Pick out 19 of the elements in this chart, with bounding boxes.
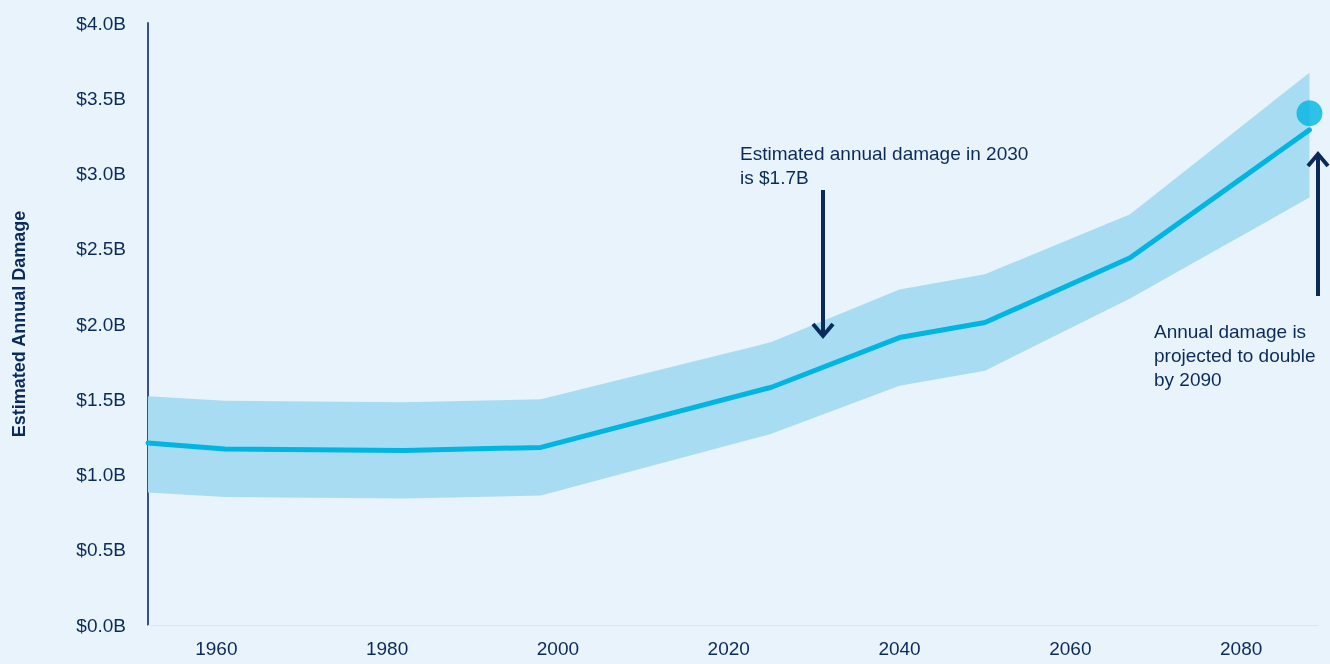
y-tick-label: $4.0B: [76, 12, 126, 34]
y-tick-label: $2.0B: [76, 313, 126, 335]
x-tick-label: 1980: [365, 638, 409, 659]
x-tick-label: 2080: [1220, 638, 1263, 659]
x-tick-label: 2000: [536, 638, 580, 659]
y-axis-title: Estimated Annual Damage: [9, 210, 29, 438]
x-tick-label: 1960: [195, 638, 238, 659]
y-tick-label: $2.5B: [76, 238, 126, 260]
y-tick-label: $1.5B: [76, 388, 126, 410]
annotation: Annual damage is projected to double by 2090: [1154, 320, 1317, 392]
x-tick-label: 2020: [707, 638, 750, 659]
y-tick-label: $3.5B: [76, 87, 126, 109]
y-tick-label: $0.0B: [76, 614, 126, 636]
annotation: Estimated annual damage in 2030 is $1.7B: [740, 142, 1030, 190]
x-tick-label: 2040: [878, 638, 921, 659]
y-tick-label: $3.0B: [76, 163, 126, 184]
x-tick-label: 2060: [1049, 638, 1092, 659]
y-tick-label: $0.5B: [76, 539, 126, 561]
y-tick-label: $1.0B: [76, 464, 126, 485]
